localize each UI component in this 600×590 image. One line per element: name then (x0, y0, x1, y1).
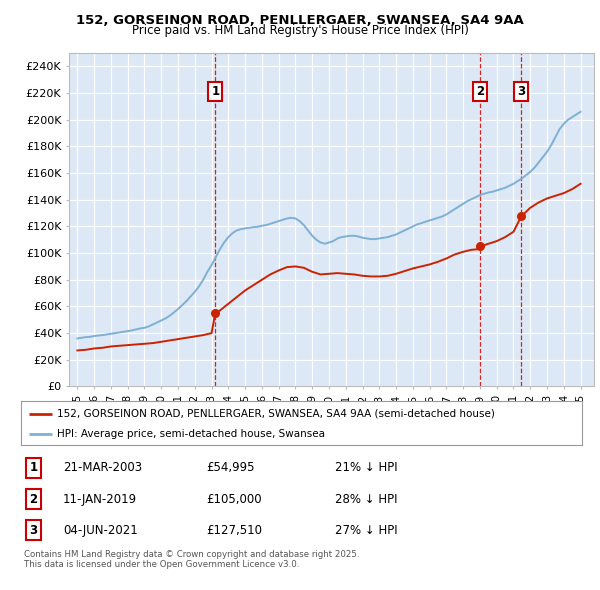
Text: 21% ↓ HPI: 21% ↓ HPI (335, 461, 398, 474)
Text: 04-JUN-2021: 04-JUN-2021 (63, 524, 138, 537)
Text: 1: 1 (29, 461, 37, 474)
Text: 152, GORSEINON ROAD, PENLLERGAER, SWANSEA, SA4 9AA (semi-detached house): 152, GORSEINON ROAD, PENLLERGAER, SWANSE… (58, 409, 496, 418)
Text: 27% ↓ HPI: 27% ↓ HPI (335, 524, 398, 537)
Text: 1: 1 (211, 85, 220, 98)
Text: £127,510: £127,510 (206, 524, 262, 537)
Text: 2: 2 (476, 85, 485, 98)
Text: 11-JAN-2019: 11-JAN-2019 (63, 493, 137, 506)
Text: 3: 3 (517, 85, 525, 98)
Text: 28% ↓ HPI: 28% ↓ HPI (335, 493, 398, 506)
Text: Contains HM Land Registry data © Crown copyright and database right 2025.
This d: Contains HM Land Registry data © Crown c… (24, 550, 359, 569)
Text: 152, GORSEINON ROAD, PENLLERGAER, SWANSEA, SA4 9AA: 152, GORSEINON ROAD, PENLLERGAER, SWANSE… (76, 14, 524, 27)
Text: £105,000: £105,000 (206, 493, 262, 506)
Text: Price paid vs. HM Land Registry's House Price Index (HPI): Price paid vs. HM Land Registry's House … (131, 24, 469, 37)
Text: HPI: Average price, semi-detached house, Swansea: HPI: Average price, semi-detached house,… (58, 430, 325, 440)
Text: 2: 2 (29, 493, 37, 506)
Text: 3: 3 (29, 524, 37, 537)
Text: 21-MAR-2003: 21-MAR-2003 (63, 461, 142, 474)
Text: £54,995: £54,995 (206, 461, 254, 474)
